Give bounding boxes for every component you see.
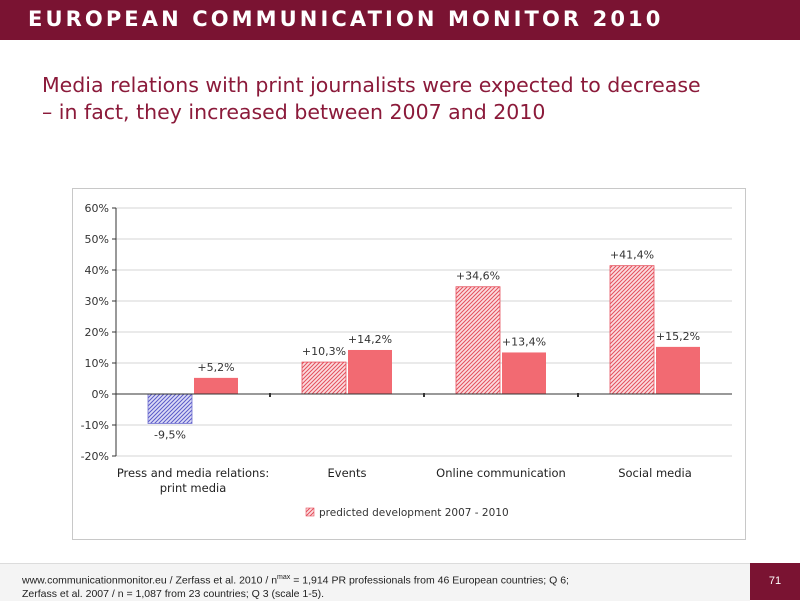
slide-title: Media relations with print journalists w… [42,72,782,126]
bars [147,265,700,424]
y-tick-label: 0% [92,388,109,401]
data-label-actual: +5,2% [197,361,234,374]
legend-swatch [305,507,315,517]
data-labels: -9,5% +5,2% +10,3%+14,2% +34,6% +13,4% +41,4%… [154,249,700,442]
x-tick-label: Events [328,466,367,480]
data-label-predicted: -9,5% [154,428,186,441]
data-label-predicted: +41,4% [610,249,654,262]
bar-actual [194,377,238,394]
data-label-actual: +13,4% [502,335,546,348]
x-tick-label: Online communication [436,466,566,480]
axes: -20% -10% 0% 10% 20% 30% 40% 50% 60% Press and me… [81,202,732,495]
data-label-predicted: +34,6% [456,270,500,283]
y-tick-label: -10% [81,419,109,432]
bar-predicted [609,265,655,395]
footer-line-1-prefix: www.communicationmonitor.eu / Zerfass et… [22,574,278,587]
y-tick-label: -20% [81,450,109,463]
footer-line-1-sup: max [277,574,291,581]
data-label-actual: +15,2% [656,330,700,343]
footer-band [0,563,750,601]
x-tick-label: Press and media relations: [117,466,269,480]
slide-title-line-1: Media relations with print journalists w… [42,73,701,97]
data-label-predicted: +10,3% [302,345,346,358]
bar-predicted [301,361,347,395]
x-tick-label: print media [160,481,227,495]
data-label-actual: +14,2% [348,333,392,346]
y-tick-label: 10% [85,357,109,370]
gridlines [116,207,732,457]
y-tick-label: 30% [85,295,109,308]
bar-predicted [147,393,193,424]
bar-predicted [455,286,501,395]
y-tick-label: 50% [85,233,109,246]
header-bar: EUROPEAN COMMUNICATION MONITOR 2010 [0,0,800,40]
footer-line-1-suffix: = 1,914 PR professionals from 46 Europea… [290,574,569,587]
bar-actual [348,349,392,394]
y-tick-label: 40% [85,264,109,277]
footer-source: www.communicationmonitor.eu / Zerfass et… [22,571,569,601]
chart-panel: -20% -10% 0% 10% 20% 30% 40% 50% 60% Press and me… [72,188,746,540]
page-number: 71 [750,563,800,600]
legend: predicted development 2007 - 2010 [305,507,509,519]
footer-line-2: Zerfass et al. 2007 / n = 1,087 from 23 … [22,587,325,600]
footer-line-1: www.communicationmonitor.eu / Zerfass et… [22,571,569,588]
brand-title: EUROPEAN COMMUNICATION MONITOR 2010 [28,7,664,31]
x-tick-label: Social media [618,466,692,480]
y-tick-label: 60% [85,202,109,215]
bar-actual [656,346,700,394]
legend-label: predicted development 2007 - 2010 [319,507,509,519]
bar-actual [502,352,546,394]
bar-chart: -20% -10% 0% 10% 20% 30% 40% 50% 60% Press and me… [81,202,732,519]
slide-title-line-2: – in fact, they increased between 2007 a… [42,100,546,124]
y-tick-label: 20% [85,326,109,339]
